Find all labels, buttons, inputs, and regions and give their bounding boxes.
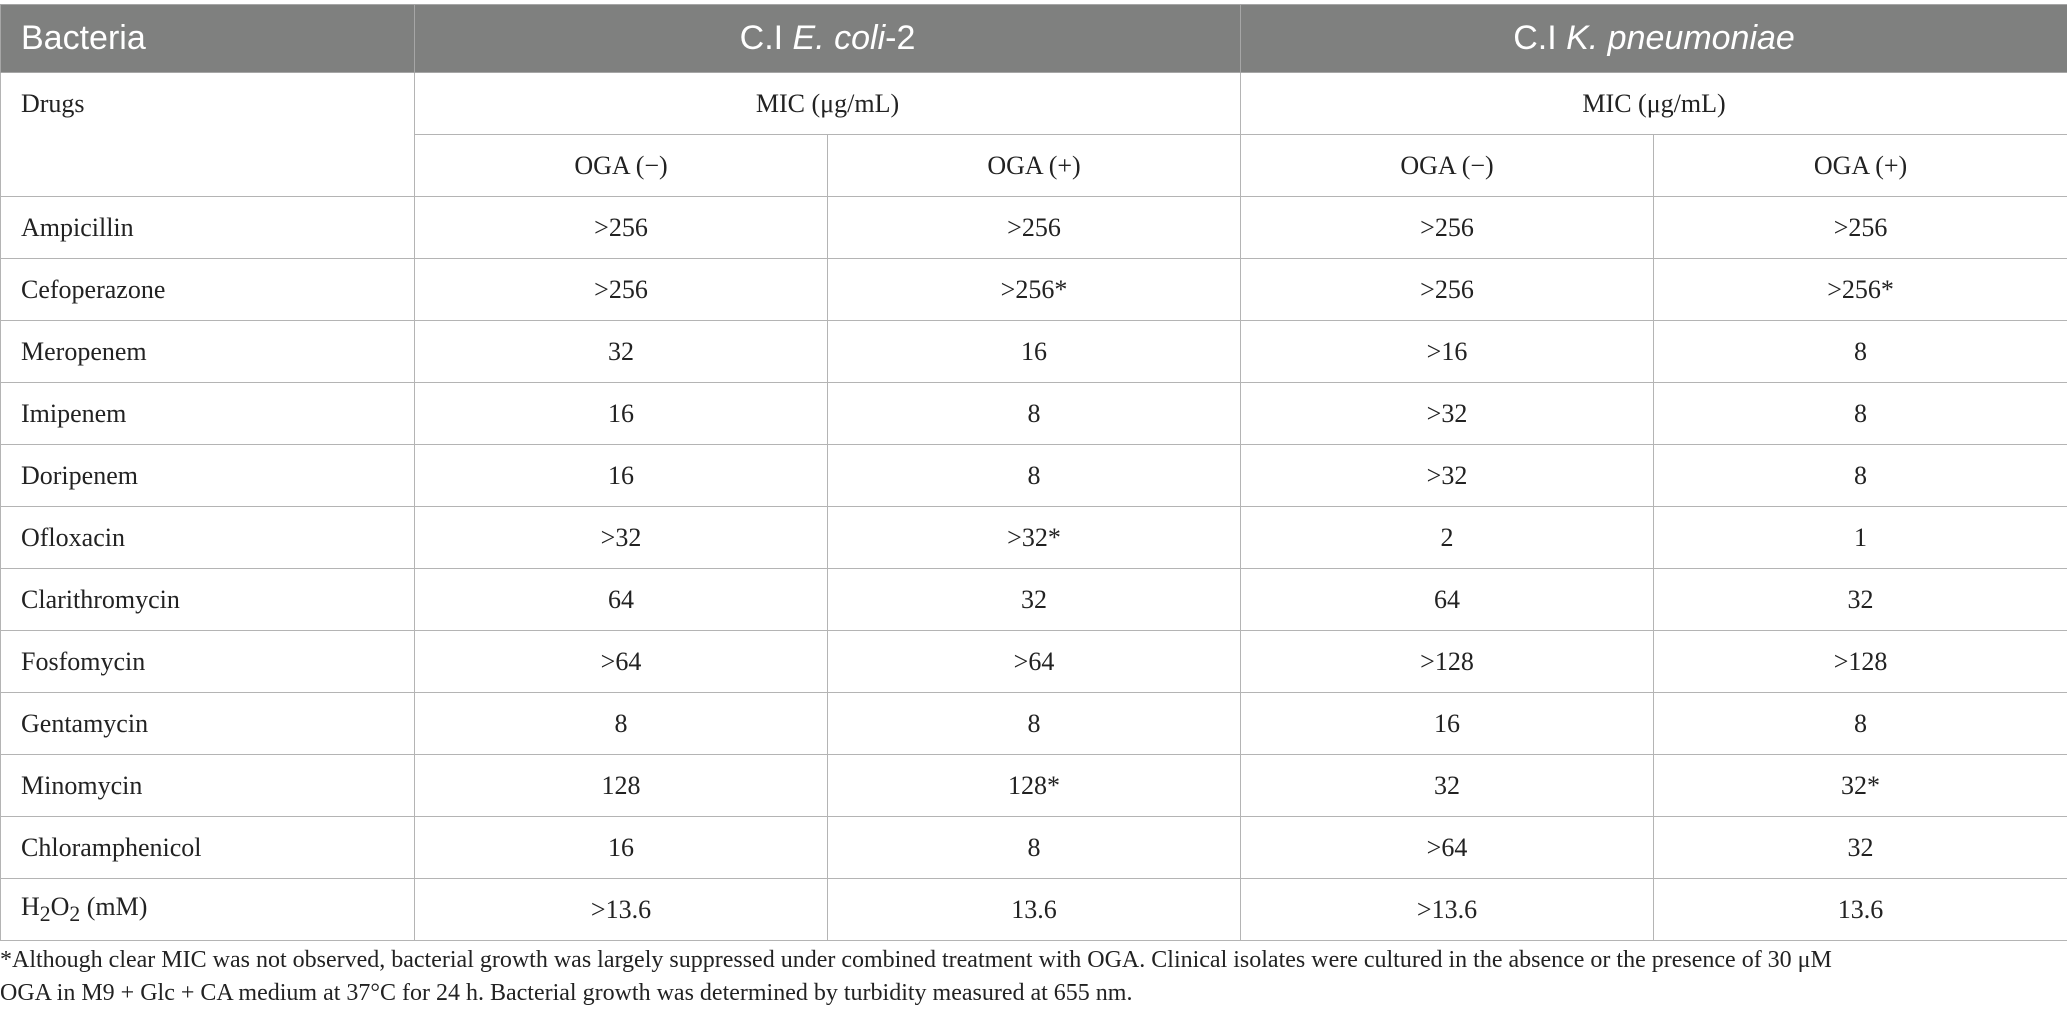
ecoli-oga-minus-value: 8 (414, 692, 828, 755)
kpn-oga-plus-header: OGA (+) (1653, 134, 2067, 197)
kpn-oga-plus-value: 32* (1653, 754, 2067, 817)
table-row: Minomycin 128 128* 32 32* (0, 754, 2067, 817)
kpn-oga-plus-value: 8 (1653, 382, 2067, 445)
ecoli-oga-minus-value: >256 (414, 196, 828, 259)
table-footnote: *Although clear MIC was not observed, ba… (0, 944, 2060, 1010)
ecoli-oga-minus-header: OGA (−) (414, 134, 828, 197)
table-row: Doripenem 16 8 >32 8 (0, 444, 2067, 507)
table-row: Gentamycin 8 8 16 8 (0, 692, 2067, 755)
kpn-oga-minus-value: >64 (1240, 816, 1655, 879)
ecoli-oga-minus-value: 16 (414, 816, 828, 879)
table-row: Fosfomycin >64 >64 >128 >128 (0, 630, 2067, 693)
kpn-oga-plus-value: 32 (1653, 568, 2067, 631)
drug-name-h2o2: H2O2 (mM) (0, 878, 415, 941)
ecoli-oga-minus-value: 32 (414, 320, 828, 383)
table-row: Clarithromycin 64 32 64 32 (0, 568, 2067, 631)
ecoli-oga-plus-value: 8 (826, 692, 1242, 755)
drug-name: Ampicillin (0, 196, 415, 259)
kpn-oga-minus-value: >32 (1240, 382, 1655, 445)
drug-name: Doripenem (0, 444, 415, 507)
footnote-line-2: OGA in M9 + Glc + CA medium at 37°C for … (0, 980, 1133, 1006)
drug-name: Gentamycin (0, 692, 415, 755)
table-row: Cefoperazone >256 >256* >256 >256* (0, 258, 2067, 321)
kpn-oga-plus-value: 32 (1653, 816, 2067, 879)
table-row: Ampicillin >256 >256 >256 >256 (0, 196, 2067, 259)
ecoli-oga-minus-value: >64 (414, 630, 828, 693)
kpn-oga-plus-value: 8 (1653, 444, 2067, 507)
kpn-oga-plus-value: >256* (1653, 258, 2067, 321)
ecoli-oga-plus-value: >256 (826, 196, 1242, 259)
drug-name: Clarithromycin (0, 568, 415, 631)
ecoli-oga-plus-value: >32* (826, 506, 1242, 569)
kpn-oga-minus-value: >256 (1240, 258, 1655, 321)
kpn-oga-plus-value: >128 (1653, 630, 2067, 693)
drug-name: Meropenem (0, 320, 415, 383)
drug-name: Imipenem (0, 382, 415, 445)
mic-unit-ecoli: MIC (μg/mL) (413, 72, 1242, 135)
kpn-oga-minus-value: 2 (1240, 506, 1655, 569)
ecoli-oga-plus-header: OGA (+) (826, 134, 1242, 197)
ecoli-oga-minus-value: 16 (414, 444, 828, 507)
ecoli-oga-minus-value: 128 (414, 754, 828, 817)
ecoli-oga-plus-value: 16 (826, 320, 1242, 383)
table-row: Meropenem 32 16 >16 8 (0, 320, 2067, 383)
drug-name: Minomycin (0, 754, 415, 817)
kpn-oga-plus-value: 8 (1653, 692, 2067, 755)
kpn-oga-minus-value: >32 (1240, 444, 1655, 507)
header-ecoli: C.I E. coli-2 (413, 4, 1242, 73)
kpn-oga-minus-value: >16 (1240, 320, 1655, 383)
kpn-oga-plus-value: 1 (1653, 506, 2067, 569)
kpn-oga-minus-value: 32 (1240, 754, 1655, 817)
ecoli-oga-plus-value: >64 (826, 630, 1242, 693)
ecoli-oga-minus-value: 16 (414, 382, 828, 445)
kpn-oga-minus-value: >128 (1240, 630, 1655, 693)
ecoli-oga-plus-value: 8 (826, 816, 1242, 879)
table-row: Chloramphenicol 16 8 >64 32 (0, 816, 2067, 879)
drugs-label: Drugs (0, 72, 415, 197)
drug-name: Fosfomycin (0, 630, 415, 693)
ecoli-oga-plus-value: 128* (826, 754, 1242, 817)
footnote-line-1: *Although clear MIC was not observed, ba… (0, 947, 1832, 973)
kpn-oga-plus-value: >256 (1653, 196, 2067, 259)
ecoli-oga-plus-value: 13.6 (826, 878, 1242, 941)
kpn-oga-minus-value: 16 (1240, 692, 1655, 755)
ecoli-oga-plus-value: 8 (826, 444, 1242, 507)
table-header-row: Bacteria C.I E. coli-2 C.I K. pneumoniae (0, 4, 2067, 73)
ecoli-oga-minus-value: 64 (414, 568, 828, 631)
drug-name: Cefoperazone (0, 258, 415, 321)
mic-table: Bacteria C.I E. coli-2 C.I K. pneumoniae… (0, 4, 2067, 941)
kpn-oga-minus-value: 64 (1240, 568, 1655, 631)
kpn-oga-plus-value: 13.6 (1653, 878, 2067, 941)
ecoli-oga-plus-value: 32 (826, 568, 1242, 631)
mic-label-row: Drugs MIC (μg/mL) MIC (μg/mL) (0, 72, 2067, 197)
ecoli-oga-minus-value: >256 (414, 258, 828, 321)
table-row-h2o2: H2O2 (mM) >13.6 13.6 >13.6 13.6 (0, 878, 2067, 941)
table-row: Imipenem 16 8 >32 8 (0, 382, 2067, 445)
kpn-oga-plus-value: 8 (1653, 320, 2067, 383)
ecoli-oga-plus-value: 8 (826, 382, 1242, 445)
drug-name: Ofloxacin (0, 506, 415, 569)
ecoli-oga-minus-value: >32 (414, 506, 828, 569)
mic-unit-kpneumoniae: MIC (μg/mL) (1240, 72, 2067, 135)
kpn-oga-minus-header: OGA (−) (1240, 134, 1655, 197)
drug-name: Chloramphenicol (0, 816, 415, 879)
table-row: Ofloxacin >32 >32* 2 1 (0, 506, 2067, 569)
ecoli-oga-plus-value: >256* (826, 258, 1242, 321)
ecoli-oga-minus-value: >13.6 (414, 878, 828, 941)
header-bacteria: Bacteria (0, 4, 415, 73)
header-kpneumoniae: C.I K. pneumoniae (1240, 4, 2067, 73)
kpn-oga-minus-value: >256 (1240, 196, 1655, 259)
kpn-oga-minus-value: >13.6 (1240, 878, 1655, 941)
